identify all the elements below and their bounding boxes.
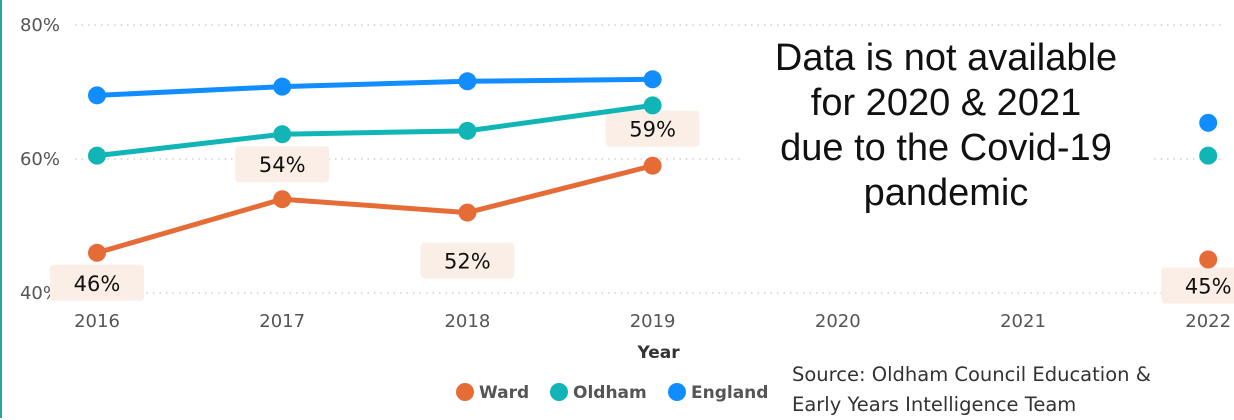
x-tick-label: 2022 xyxy=(1185,311,1231,332)
y-tick-label: 60% xyxy=(20,149,60,170)
source-note: Source: Oldham Council Education & Early… xyxy=(792,360,1232,420)
x-tick-label: 2017 xyxy=(259,311,305,332)
data-point xyxy=(643,70,662,89)
series-line xyxy=(94,163,656,256)
y-tick-label: 80% xyxy=(20,15,60,36)
data-point xyxy=(1199,250,1218,269)
x-tick-label: 2019 xyxy=(630,311,676,332)
data-point xyxy=(273,77,292,96)
data-label-box xyxy=(605,110,700,147)
data-label: 46% xyxy=(74,272,121,296)
data-point xyxy=(88,86,106,105)
series-points xyxy=(88,70,1218,269)
legend-label: Ward xyxy=(479,383,529,403)
data-label: 54% xyxy=(259,153,306,177)
data-label-box xyxy=(50,264,144,301)
data-point xyxy=(458,203,477,222)
source-line: Source: Oldham Council Education & xyxy=(792,363,1151,386)
series-line xyxy=(94,76,656,98)
data-label-backgrounds xyxy=(50,110,1234,304)
data-label-box xyxy=(1161,267,1234,304)
data-label: 52% xyxy=(444,250,491,274)
data-labels: 46% 54% 52% 59% 45% xyxy=(74,118,1232,299)
data-point xyxy=(1199,113,1218,132)
x-axis-title: Year xyxy=(637,343,681,363)
annotation-line: due to the Covid-19 xyxy=(780,127,1112,169)
annotation-line: pandemic xyxy=(863,172,1029,214)
legend: Ward Oldham England xyxy=(456,383,768,403)
y-axis: 40% 60% 80% xyxy=(20,15,60,304)
data-point xyxy=(273,190,292,209)
legend-label: England xyxy=(691,383,768,403)
annotation-note: Data is not available for 2020 & 2021 du… xyxy=(740,36,1152,216)
legend-marker xyxy=(550,383,568,401)
x-tick-label: 2016 xyxy=(74,311,120,332)
data-label-box xyxy=(235,146,330,183)
annotation-line: Data is not available xyxy=(774,37,1118,79)
data-point xyxy=(458,121,477,140)
data-point xyxy=(88,146,106,165)
data-point xyxy=(88,243,106,262)
series-line xyxy=(94,102,656,159)
x-axis: 2016 2017 2018 2019 2020 2021 2022 xyxy=(74,311,1231,332)
series-lines xyxy=(94,76,656,256)
data-point xyxy=(273,125,292,144)
data-point xyxy=(1199,146,1218,165)
data-label-box xyxy=(420,242,515,279)
data-label: 45% xyxy=(1185,275,1232,299)
source-line: Early Years Intelligence Team xyxy=(792,393,1077,416)
data-point xyxy=(458,72,477,91)
y-tick-label: 40% xyxy=(20,283,60,304)
x-tick-label: 2020 xyxy=(815,311,861,332)
data-label: 59% xyxy=(629,118,676,142)
legend-label: Oldham xyxy=(573,383,647,403)
data-point xyxy=(643,96,662,115)
x-tick-label: 2018 xyxy=(444,311,490,332)
x-tick-label: 2021 xyxy=(1000,311,1046,332)
annotation-line: for 2020 & 2021 xyxy=(810,82,1082,124)
data-point xyxy=(643,156,662,175)
legend-marker xyxy=(668,383,686,401)
visual-border xyxy=(0,0,2,418)
legend-marker xyxy=(456,383,474,401)
